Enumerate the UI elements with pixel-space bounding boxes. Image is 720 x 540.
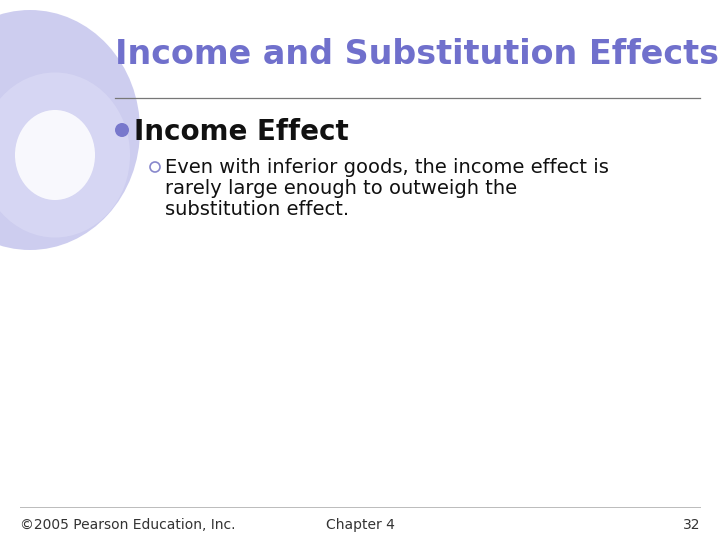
Text: Income Effect: Income Effect (134, 118, 348, 146)
Text: Income and Substitution Effects: Income and Substitution Effects (115, 38, 719, 71)
Ellipse shape (0, 72, 130, 238)
Ellipse shape (15, 110, 95, 200)
Text: ©2005 Pearson Education, Inc.: ©2005 Pearson Education, Inc. (20, 518, 235, 532)
Text: 32: 32 (683, 518, 700, 532)
Text: Chapter 4: Chapter 4 (325, 518, 395, 532)
Text: rarely large enough to outweigh the: rarely large enough to outweigh the (165, 179, 517, 198)
Text: substitution effect.: substitution effect. (165, 200, 349, 219)
Circle shape (115, 123, 129, 137)
Text: Even with inferior goods, the income effect is: Even with inferior goods, the income eff… (165, 158, 609, 177)
Ellipse shape (0, 10, 140, 250)
